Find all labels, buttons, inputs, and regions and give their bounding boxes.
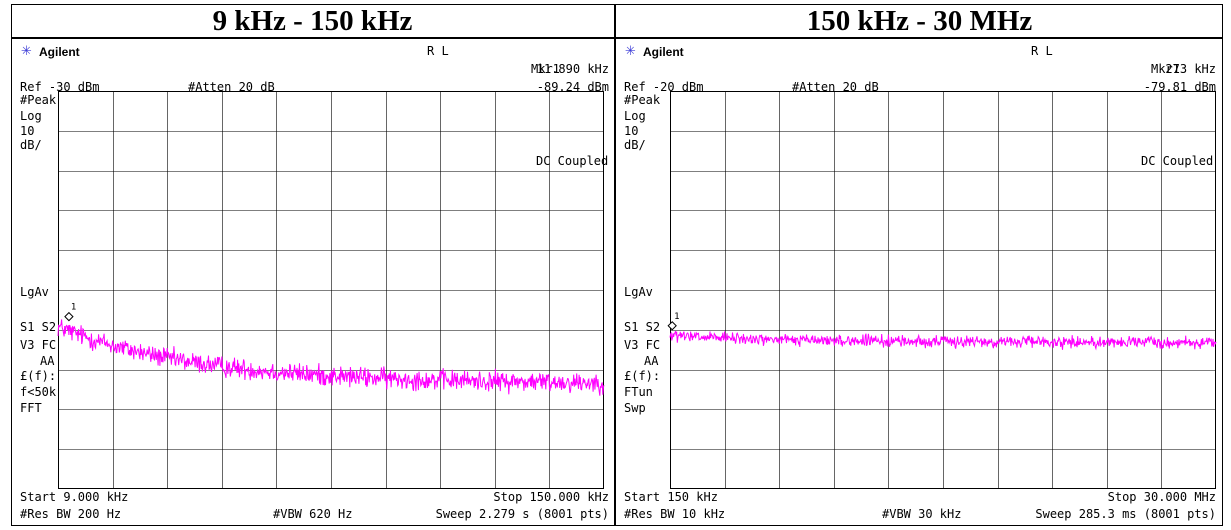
marker-ampl: -79.81 dBm	[1143, 80, 1216, 94]
graticule-border	[670, 91, 1216, 489]
scale-unit-label: dB/	[20, 138, 42, 152]
scale-value-label: 10	[624, 124, 639, 138]
agilent-logo-icon: ✳	[625, 44, 636, 59]
spectrum-plot-2: 1	[667, 91, 1217, 489]
panel-divider	[614, 4, 616, 526]
sweep-label: Sweep 2.279 s (8001 pts)	[435, 507, 609, 521]
vbw-label: #VBW 620 Hz	[273, 507, 353, 521]
spectrum-plot-1: 1	[57, 91, 605, 489]
v3fc-label: V3 FC	[624, 338, 661, 352]
rbw-label: #Res BW 200 Hz	[20, 507, 122, 521]
trace-line	[669, 331, 1217, 351]
start-freq: Start 150 kHz	[624, 490, 718, 504]
marker-1-diamond	[64, 311, 74, 322]
scale-type-label: Log	[20, 109, 42, 123]
detector-label: #Peak	[20, 93, 57, 107]
function-label: £(f):	[20, 369, 57, 383]
graticule-border	[58, 91, 604, 489]
spectrum-panel-1: ✳ Agilent R L Mkr1 11.890 kHz Ref -30 dB…	[13, 39, 613, 525]
coupling-label: DC Coupled	[1141, 154, 1214, 168]
marker-freq: 11.890 kHz	[536, 62, 609, 76]
brand-label: Agilent	[39, 45, 80, 59]
mode-detail-2: Swp	[624, 401, 646, 415]
mode-detail-2: FFT	[20, 401, 42, 415]
marker-1-diamond	[667, 321, 677, 331]
stop-freq: Stop 150.000 kHz	[493, 490, 609, 504]
v3fc-label: V3 FC	[20, 338, 57, 352]
marker-label: Mkr1	[1151, 62, 1180, 76]
marker-ampl: -89.24 dBm	[536, 80, 609, 94]
ref-level: Ref -20 dBm	[624, 80, 704, 94]
stop-freq: Stop 30.000 MHz	[1107, 490, 1216, 504]
mode-label: R L	[1031, 44, 1053, 58]
panel-2-title: 150 kHz - 30 MHz	[806, 5, 1033, 37]
agilent-logo-icon: ✳	[21, 44, 32, 59]
trace-line	[57, 319, 605, 396]
scale-type-label: Log	[624, 109, 646, 123]
marker-1-number: 1	[674, 312, 679, 322]
function-label: £(f):	[624, 369, 661, 383]
title-divider	[11, 37, 1223, 39]
aa-label: AA	[40, 354, 55, 368]
scale-unit-label: dB/	[624, 138, 646, 152]
mode-label: R L	[427, 44, 449, 58]
atten-label: #Atten 20 dB	[188, 80, 275, 94]
avg-label: LgAv	[20, 285, 49, 299]
scale-value-label: 10	[20, 124, 35, 138]
rbw-label: #Res BW 10 kHz	[624, 507, 726, 521]
detector-label: #Peak	[624, 93, 661, 107]
spectrum-panel-2: ✳ Agilent R L Mkr1 273 kHz Ref -20 dBm #…	[617, 39, 1221, 525]
vbw-label: #VBW 30 kHz	[882, 507, 962, 521]
marker-label: Mkr1	[531, 62, 560, 76]
s1s2-label: S1 S2	[20, 320, 57, 334]
figure-frame	[11, 4, 1223, 526]
panel-1-title: 9 kHz - 150 kHz	[212, 5, 413, 37]
coupling-label: DC Coupled	[536, 154, 609, 168]
ref-level: Ref -30 dBm	[20, 80, 100, 94]
marker-1-number: 1	[71, 303, 76, 313]
s1s2-label: S1 S2	[624, 320, 661, 334]
mode-detail-1: FTun	[624, 385, 653, 399]
aa-label: AA	[644, 354, 659, 368]
mode-detail-1: f<50k	[20, 385, 57, 399]
sweep-label: Sweep 285.3 ms (8001 pts)	[1035, 507, 1216, 521]
marker-freq: 273 kHz	[1165, 62, 1216, 76]
start-freq: Start 9.000 kHz	[20, 490, 129, 504]
brand-label: Agilent	[643, 45, 684, 59]
avg-label: LgAv	[624, 285, 653, 299]
atten-label: #Atten 20 dB	[792, 80, 879, 94]
